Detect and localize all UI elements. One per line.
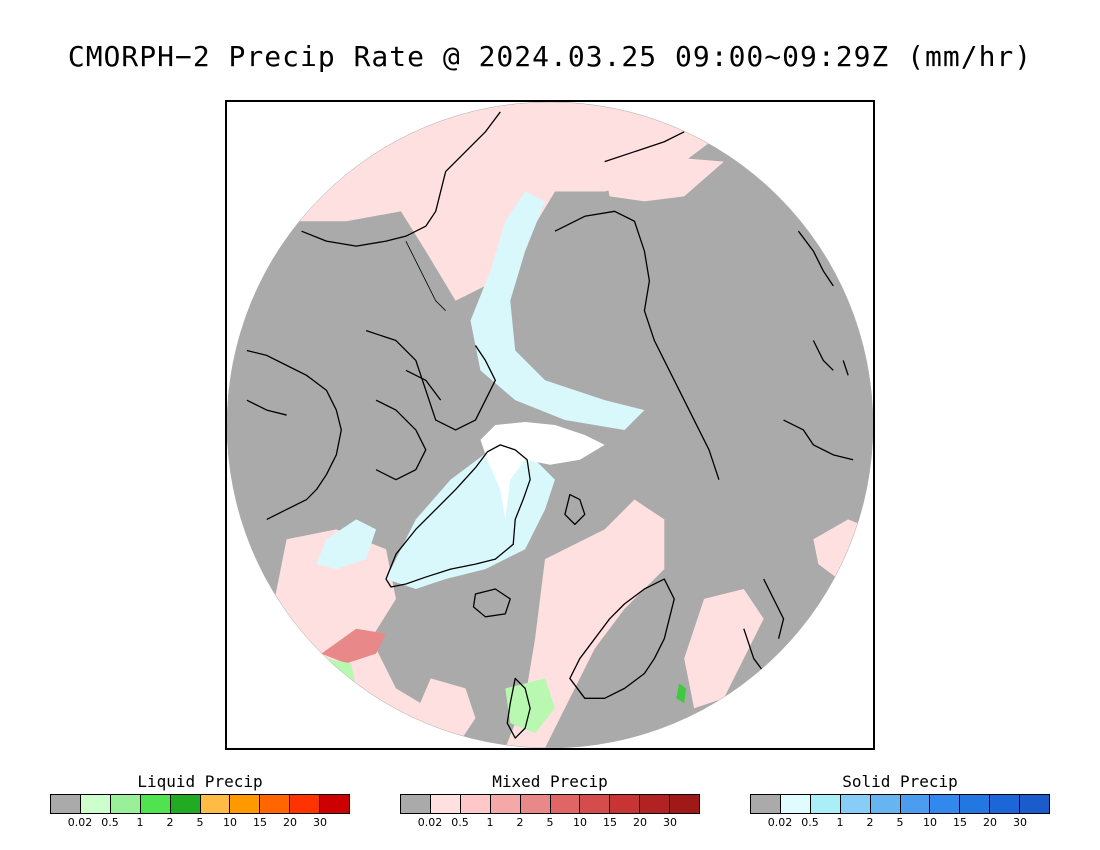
- coastline-scandinavia: [569, 578, 675, 699]
- legend-tick-label: 30: [663, 816, 677, 829]
- legend-swatch: [840, 795, 871, 813]
- legend-tick-label: 0.02: [67, 816, 93, 829]
- legend-swatch: [810, 795, 841, 813]
- mixed-precip-area-north: [296, 102, 724, 301]
- legend-tick-label: 5: [196, 816, 204, 829]
- legend-swatch: [580, 795, 611, 813]
- pole-data-gap: [480, 422, 605, 520]
- legend-swatch: [780, 795, 811, 813]
- coastlines: [246, 111, 854, 739]
- coastline-greenland: [385, 444, 531, 588]
- legend-swatch: [1020, 795, 1050, 813]
- legend-tick-label: 5: [896, 816, 904, 829]
- snow-area-arctic: [470, 191, 645, 430]
- legend-tick-label: 10: [573, 816, 587, 829]
- coastline-east-asia: [783, 230, 854, 461]
- legend-tick-label: 10: [223, 816, 237, 829]
- coastline-alaska-siberia: [301, 111, 501, 247]
- legend-swatch: [520, 795, 551, 813]
- legend-tick-label: 30: [1013, 816, 1027, 829]
- mixed-precip-band-atlantic: [321, 628, 387, 664]
- coastline-north-america: [246, 349, 342, 520]
- border-line: [405, 240, 446, 311]
- legend-color-bar: [750, 794, 1050, 814]
- coastline-iceland: [472, 588, 511, 618]
- legend-tick-label: 2: [516, 816, 524, 829]
- legend-swatch: [670, 795, 700, 813]
- liquid-precip-area-sweden: [676, 683, 687, 704]
- legend-swatch: [51, 795, 81, 813]
- legend-swatch: [401, 795, 431, 813]
- legend-tick-label: 20: [983, 816, 997, 829]
- legend-tick-label: 0.5: [451, 816, 469, 829]
- legend-title: Mixed Precip: [492, 772, 608, 791]
- legend-swatch: [290, 795, 321, 813]
- legend-swatch: [610, 795, 641, 813]
- legend-swatch: [490, 795, 521, 813]
- mixed-precip-area-south: [684, 588, 764, 709]
- legend-swatch: [640, 795, 671, 813]
- legend-tick-label: 1: [836, 816, 844, 829]
- legend-swatch: [80, 795, 111, 813]
- legend-tick-label: 0.02: [417, 816, 443, 829]
- polar-map: [227, 102, 873, 748]
- legend-title: Liquid Precip: [137, 772, 263, 791]
- legend-tick-labels: 0.02 0.5 1 2 5 10 15 20 30: [50, 814, 350, 830]
- legend-tick-label: 1: [486, 816, 494, 829]
- legend-swatch: [900, 795, 931, 813]
- legend-tick-labels: 0.02 0.5 1 2 5 10 15 20 30: [400, 814, 700, 830]
- legend-swatch: [110, 795, 141, 813]
- coastline-uk: [506, 677, 531, 739]
- legend-liquid-precip: Liquid Precip 0.02 0.5 1 2 5 10 15 20 30: [50, 772, 350, 830]
- legend-swatch: [170, 795, 201, 813]
- legend-swatch: [230, 795, 261, 813]
- legend-tick-label: 30: [313, 816, 327, 829]
- legend-swatch: [990, 795, 1021, 813]
- coastline-russia: [554, 131, 720, 480]
- legend-tick-label: 20: [633, 816, 647, 829]
- legend-tick-label: 2: [166, 816, 174, 829]
- legend-color-bar: [400, 794, 700, 814]
- legend-tick-label: 0.5: [801, 816, 819, 829]
- legend-swatch: [870, 795, 901, 813]
- legend-swatch: [140, 795, 171, 813]
- legend-swatch: [260, 795, 291, 813]
- legend-tick-labels: 0.02 0.5 1 2 5 10 15 20 30: [750, 814, 1050, 830]
- legend-tick-label: 1: [136, 816, 144, 829]
- legend-swatch: [320, 795, 350, 813]
- snow-area-canada: [316, 519, 377, 570]
- legend-color-bar: [50, 794, 350, 814]
- legend-tick-label: 10: [923, 816, 937, 829]
- legend-mixed-precip: Mixed Precip 0.02 0.5 1 2 5 10 15 20 30: [400, 772, 700, 830]
- legend-swatch: [430, 795, 461, 813]
- legend-tick-label: 20: [283, 816, 297, 829]
- legend-title: Solid Precip: [842, 772, 958, 791]
- legend-solid-precip: Solid Precip 0.02 0.5 1 2 5 10 15 20 30: [750, 772, 1050, 830]
- legend-tick-label: 15: [603, 816, 617, 829]
- legend-swatch: [200, 795, 231, 813]
- mixed-precip-area-northeast: [604, 156, 724, 202]
- legend-tick-label: 5: [546, 816, 554, 829]
- legend-swatch: [751, 795, 781, 813]
- legend-tick-label: 15: [953, 816, 967, 829]
- legend-swatch: [460, 795, 491, 813]
- legend-tick-label: 15: [253, 816, 267, 829]
- map-frame: [225, 100, 875, 750]
- page-title: CMORPH−2 Precip Rate @ 2024.03.25 09:00~…: [67, 40, 1033, 73]
- legend-tick-label: 0.5: [101, 816, 119, 829]
- snow-area-greenland: [386, 449, 555, 589]
- legend-swatch: [930, 795, 961, 813]
- legend-swatch: [550, 795, 581, 813]
- legend-tick-label: 0.02: [767, 816, 793, 829]
- coastline-svalbard: [564, 493, 586, 526]
- coastline-canadian-archipelago: [365, 329, 496, 481]
- legend-tick-label: 2: [866, 816, 874, 829]
- legend-swatch: [960, 795, 991, 813]
